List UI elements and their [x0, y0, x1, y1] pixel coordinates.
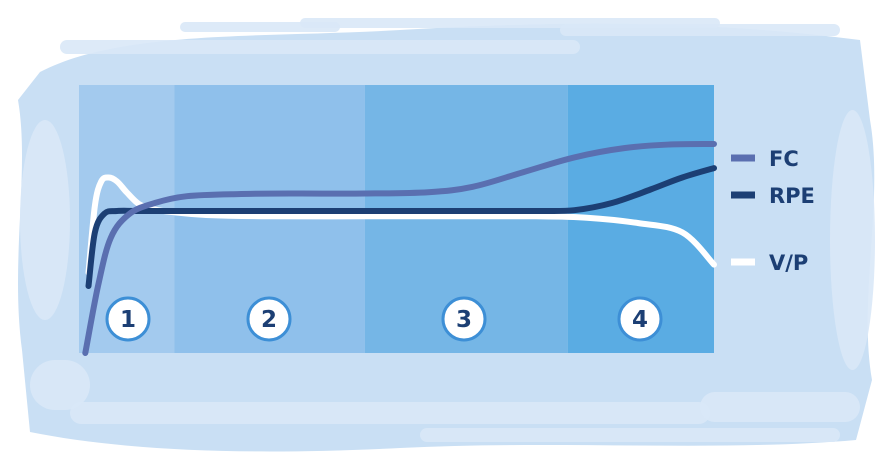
- phase-label: 2: [261, 307, 277, 333]
- series-line-v-p: [85, 174, 717, 276]
- brush-streak: [420, 428, 840, 442]
- phase-label: 3: [456, 307, 472, 333]
- legend-label: RPE: [769, 184, 815, 208]
- brush-streak: [70, 402, 710, 424]
- brush-streak: [30, 360, 90, 410]
- phase-badge-4: 4: [617, 296, 663, 342]
- phase-badge-1: 1: [105, 296, 151, 342]
- legend-label: V/P: [769, 251, 808, 275]
- series-lines: [82, 140, 717, 356]
- series-line-rpe: [85, 165, 717, 289]
- legend-item-rpe: RPE: [731, 184, 815, 208]
- phase-badge-2: 2: [246, 296, 292, 342]
- brush-streak: [60, 40, 580, 54]
- legend-swatch: [731, 191, 755, 199]
- brush-streak: [830, 110, 875, 370]
- legend-item-fc: FC: [731, 147, 799, 171]
- legend-swatch: [731, 258, 755, 266]
- legend: FC RPE V/P: [731, 147, 815, 275]
- series-line-fc: [82, 140, 717, 356]
- brush-streak: [180, 22, 340, 32]
- brush-streak: [560, 24, 840, 36]
- phase-label: 4: [632, 307, 648, 333]
- phase-badge-3: 3: [441, 296, 487, 342]
- phase-badge-circle: [105, 296, 151, 342]
- legend-item-v-p: V/P: [731, 251, 808, 275]
- legend-label: FC: [769, 147, 799, 171]
- phase-badge-circle: [617, 296, 663, 342]
- phase-badges: 1 2 3 4: [105, 296, 663, 342]
- brush-streak: [20, 120, 70, 320]
- legend-swatch: [731, 154, 755, 162]
- phase-label: 1: [120, 307, 136, 333]
- phase-badge-circle: [246, 296, 292, 342]
- brush-streak: [700, 392, 860, 422]
- phase-badge-circle: [441, 296, 487, 342]
